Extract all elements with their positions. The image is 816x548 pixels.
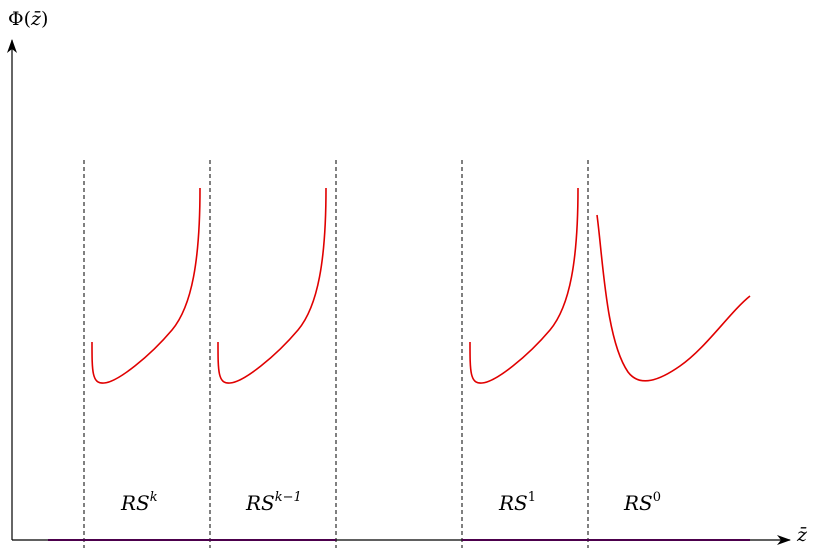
curve-rs-k-minus-1	[217, 187, 327, 384]
region-label-rs-1: RS1	[498, 490, 536, 515]
region-label-rs-0: RS0	[623, 490, 661, 515]
curve-rs-1	[469, 187, 579, 384]
curve-rs-0	[596, 214, 751, 382]
region-dividers	[83, 160, 589, 548]
phi-curves	[91, 187, 751, 384]
x-axis-label: z̄	[796, 524, 808, 546]
y-axis-label: Φ(z̄)	[8, 8, 48, 30]
region-label-rs-k: RSk	[120, 490, 158, 515]
curve-rs-k	[91, 187, 201, 384]
region-label-rs-k-minus-1: RSk−1	[245, 490, 302, 515]
